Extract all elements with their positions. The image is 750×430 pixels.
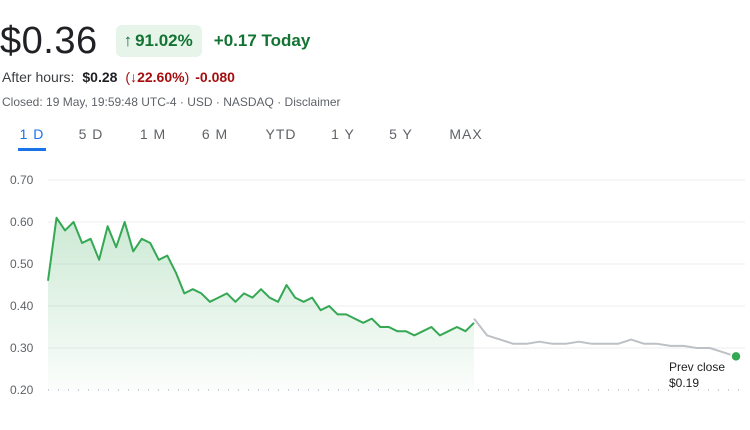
range-tabs: 1 D 5 D 1 M 6 M YTD 1 Y 5 Y MAX	[0, 124, 750, 152]
tab-1y[interactable]: 1 Y	[331, 126, 355, 142]
y-tick-label: 0.70	[10, 173, 34, 187]
quote-header: $0.36 ↑ 91.02% +0.17 Today	[0, 18, 310, 64]
arrow-down-icon: ↓	[130, 69, 138, 85]
after-hours-price: $0.28	[82, 69, 118, 85]
regular-session-line	[47, 216, 475, 337]
arrow-up-icon: ↑	[123, 31, 133, 50]
prev-close-value: $0.19	[669, 376, 699, 390]
closed-info: Closed: 19 May, 19:59:48 UTC-4 · USD · N…	[2, 95, 341, 109]
price-chart[interactable]: 0.70 0.60 0.50 0.40 0.30 0.20 Prev close $0.1…	[0, 160, 750, 430]
tab-max[interactable]: MAX	[449, 126, 483, 142]
tab-5d[interactable]: 5 D	[78, 126, 104, 142]
change-percent-value: 91.02%	[135, 31, 193, 50]
change-percent-badge: ↑ 91.02%	[115, 25, 202, 57]
current-price: $0.36	[0, 20, 98, 62]
y-tick-label: 0.30	[10, 341, 34, 355]
y-axis-ticks: 0.70 0.60 0.50 0.40 0.30 0.20	[10, 173, 34, 397]
tab-1d[interactable]: 1 D	[18, 124, 46, 151]
regular-session-area	[48, 217, 474, 390]
y-tick-label: 0.20	[10, 383, 34, 397]
y-tick-label: 0.60	[10, 215, 34, 229]
tab-5y[interactable]: 5 Y	[389, 126, 413, 142]
after-hours-line	[473, 317, 737, 358]
y-tick-label: 0.40	[10, 299, 34, 313]
after-hours-row: After hours: $0.28 ( ↓ 22.60% ) -0.080	[2, 69, 235, 85]
change-today: +0.17 Today	[213, 31, 311, 50]
prev-close-label: Prev close	[669, 360, 725, 374]
after-hours-change: -0.080	[195, 69, 235, 85]
tab-ytd[interactable]: YTD	[265, 126, 297, 142]
y-tick-label: 0.50	[10, 257, 34, 271]
after-hours-percent: 22.60%	[137, 69, 185, 85]
after-hours-label: After hours:	[2, 69, 75, 85]
tab-1m[interactable]: 1 M	[139, 126, 167, 142]
tab-6m[interactable]: 6 M	[201, 126, 229, 142]
close-paren: )	[184, 69, 190, 85]
last-price-dot	[730, 350, 742, 363]
open-paren: (	[125, 69, 131, 85]
